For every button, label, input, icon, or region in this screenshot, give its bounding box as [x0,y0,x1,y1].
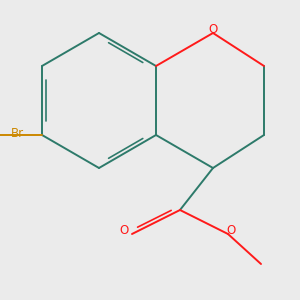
Text: O: O [208,23,217,36]
Text: O: O [120,224,129,238]
Text: O: O [226,224,236,238]
Text: Br: Br [11,127,24,140]
